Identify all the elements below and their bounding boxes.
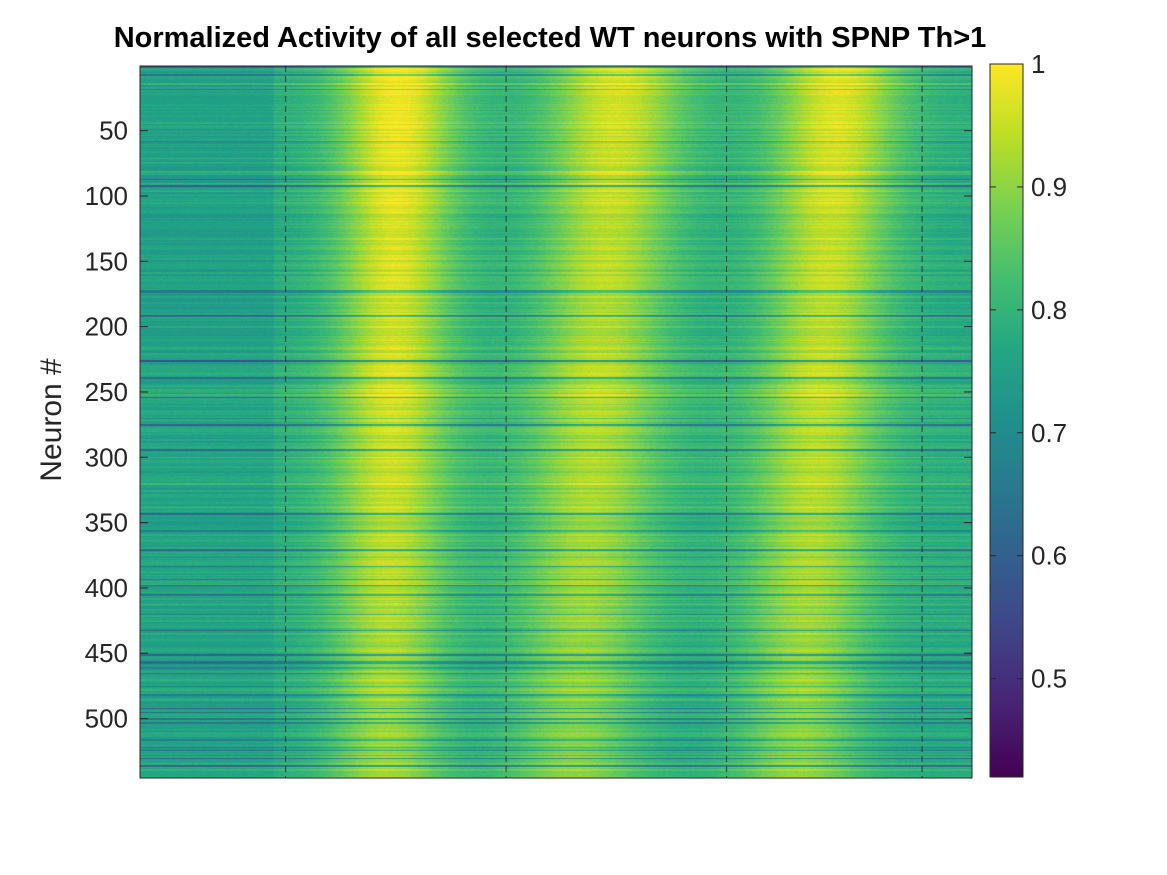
y-tick-label-250: 250 [85,377,128,407]
colorbar-tick-label-0.9: 0.9 [1031,172,1067,202]
y-tick-label-450: 450 [85,638,128,668]
y-tick-label-400: 400 [85,573,128,603]
y-tick-label-200: 200 [85,312,128,342]
y-tick-label-50: 50 [99,116,128,146]
heatmap-plot-area [140,66,972,778]
y-axis-label: Neuron # [35,358,68,482]
colorbar-tick-label-0.5: 0.5 [1031,664,1067,694]
colorbar-tick-label-0.6: 0.6 [1031,541,1067,571]
y-tick-label-350: 350 [85,508,128,538]
y-tick-label-150: 150 [85,246,128,276]
colorbar [990,64,1023,777]
chart-title: Normalized Activity of all selected WT n… [113,22,987,54]
y-tick-label-100: 100 [85,181,128,211]
colorbar-tick-label-0.7: 0.7 [1031,418,1067,448]
y-tick-label-500: 500 [85,704,128,734]
colorbar-tick-label-0.8: 0.8 [1031,295,1067,325]
y-tick-label-300: 300 [85,442,128,472]
